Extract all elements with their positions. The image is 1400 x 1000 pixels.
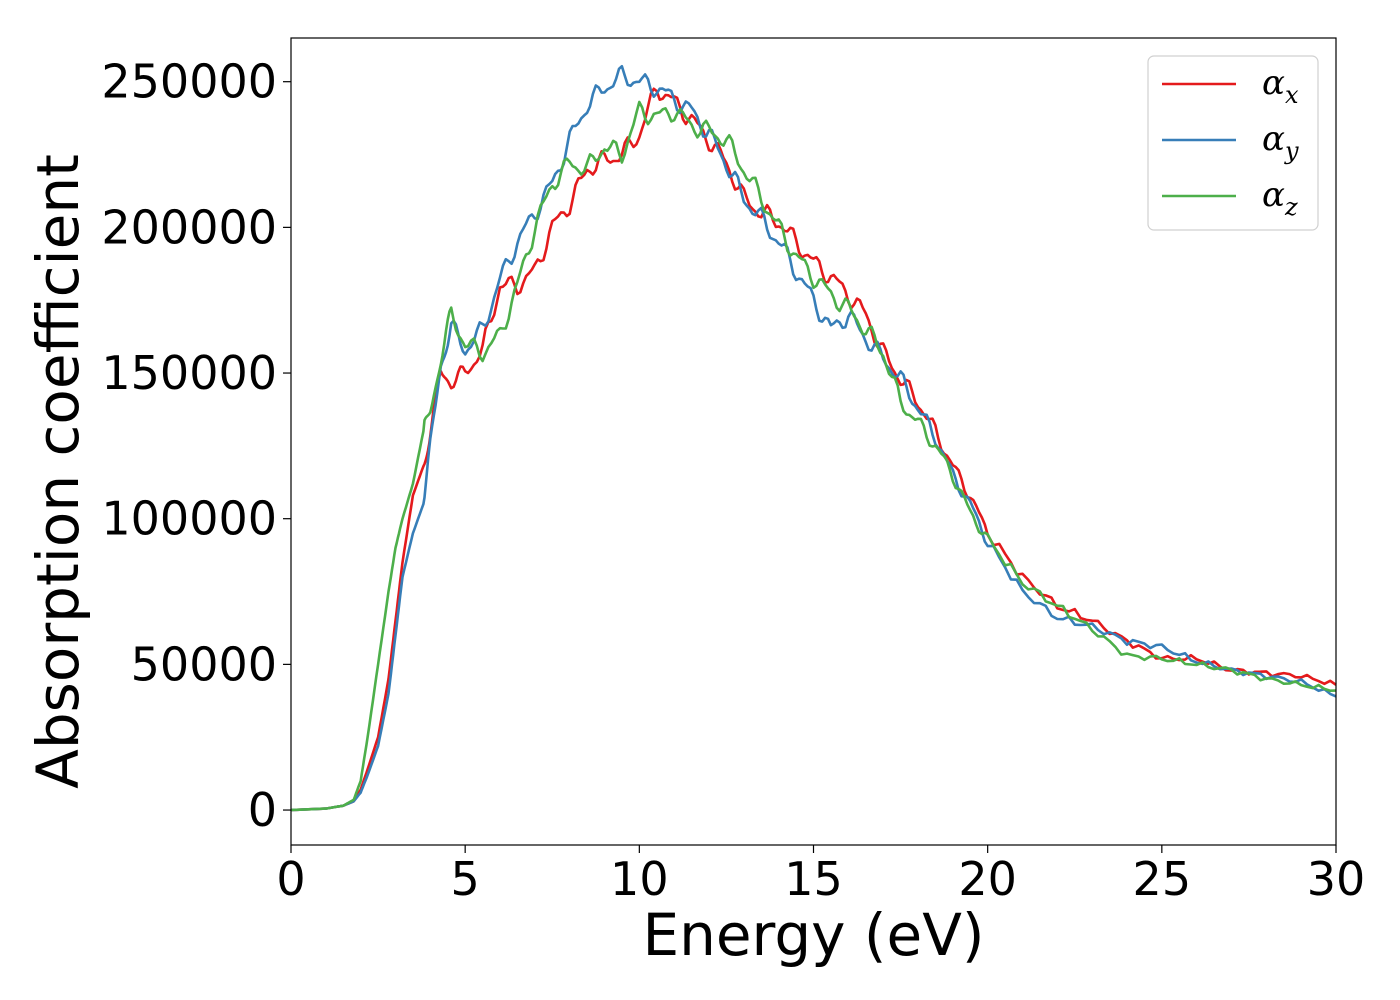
y-axis: 0 50000 100000 150000 200000 250000 [101,55,291,837]
legend-entry-x: αx [1162,63,1299,109]
series-line-y [290,64,1337,812]
x-tick-label: 0 [276,852,305,906]
y-axis-label: Absorption coefficient [24,154,92,789]
y-tick-label: 250000 [101,55,277,109]
legend-box [1147,55,1319,231]
x-tick-label: 30 [1307,852,1366,906]
x-tick-label: 10 [610,852,669,906]
series-line-z [290,100,1337,812]
legend-entry-y: αy [1162,119,1299,165]
y-tick-label: 150000 [101,346,277,400]
y-tick-label: 100000 [101,492,277,546]
y-tick-label: 0 [248,783,277,837]
legend: αx αy αz [1147,55,1319,231]
x-axis: 0 5 10 15 20 25 30 [276,845,1365,906]
legend-label: αx [1262,63,1299,109]
y-tick-label: 200000 [101,200,277,254]
legend-label: αy [1262,119,1299,165]
legend-entry-z: αz [1162,175,1298,221]
x-axis-label: Energy (eV) [642,901,984,969]
x-tick-label: 25 [1133,852,1192,906]
legend-label: αz [1262,175,1298,221]
x-tick-label: 5 [451,852,480,906]
x-tick-label: 20 [958,852,1017,906]
series-layer [290,64,1337,812]
x-tick-label: 15 [784,852,843,906]
y-tick-label: 50000 [131,637,277,691]
